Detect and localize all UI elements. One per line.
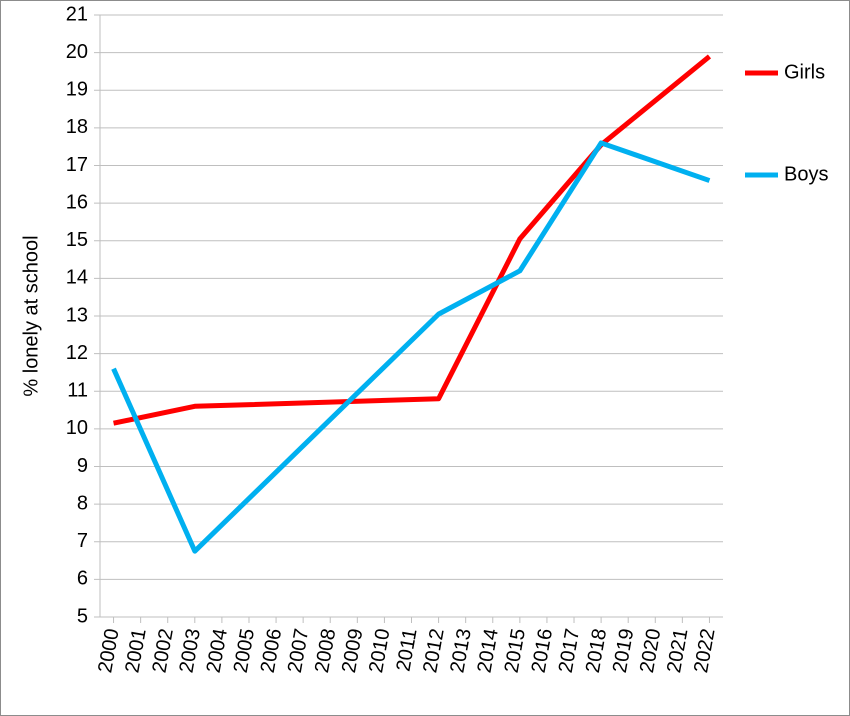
y-tick-label: 10 (66, 417, 88, 439)
y-tick-label: 19 (66, 79, 88, 101)
y-tick-label: 20 (66, 41, 88, 63)
y-tick-label: 15 (66, 229, 88, 251)
y-tick-label: 8 (77, 492, 88, 514)
data-line (113, 54, 712, 426)
y-tick-label: 7 (77, 530, 88, 552)
y-tick-label: 14 (66, 267, 88, 289)
y-tick-label: 18 (66, 116, 88, 138)
y-tick-label: 21 (66, 3, 88, 25)
data-line (111, 140, 711, 554)
y-tick-label: 9 (77, 455, 88, 477)
y-tick-label: 13 (66, 304, 88, 326)
y-tick-label: 17 (66, 154, 88, 176)
y-tick-label: 5 (77, 605, 88, 627)
y-tick-label: 11 (67, 380, 88, 402)
legend-label: Girls (784, 61, 825, 83)
y-tick-label: 12 (66, 342, 88, 364)
y-tick-label: 16 (66, 191, 88, 213)
y-tick-label: 6 (77, 568, 88, 590)
legend-label: Boys (784, 163, 828, 185)
y-axis-label: % lonely at school (20, 235, 42, 396)
